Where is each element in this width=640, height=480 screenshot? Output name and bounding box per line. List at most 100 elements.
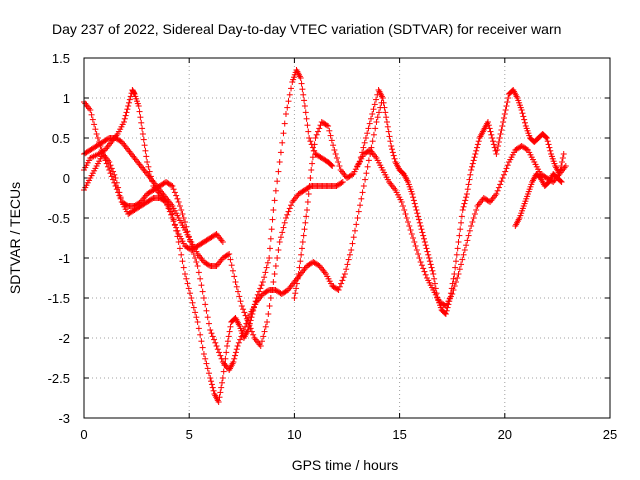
data-point bbox=[285, 208, 292, 215]
data-point bbox=[473, 207, 480, 213]
data-point bbox=[365, 157, 372, 164]
data-point bbox=[464, 186, 471, 193]
data-point bbox=[498, 127, 505, 133]
data-point bbox=[200, 295, 207, 301]
data-point bbox=[415, 213, 422, 220]
data-point bbox=[301, 103, 308, 109]
data-point bbox=[418, 226, 425, 233]
data-point bbox=[189, 299, 196, 306]
data-point bbox=[224, 343, 231, 349]
data-point bbox=[519, 110, 526, 117]
data-point bbox=[144, 159, 151, 165]
data-point bbox=[323, 122, 330, 129]
data-point bbox=[454, 275, 461, 281]
data-point bbox=[94, 135, 101, 141]
data-point bbox=[212, 339, 219, 346]
data-point bbox=[271, 197, 278, 204]
data-point bbox=[312, 135, 319, 141]
data-point bbox=[190, 304, 197, 311]
data-point bbox=[305, 191, 312, 197]
data-point bbox=[284, 211, 291, 218]
data-point bbox=[296, 264, 303, 271]
data-point bbox=[303, 213, 310, 220]
data-point bbox=[428, 264, 435, 271]
data-point bbox=[231, 273, 238, 280]
data-point bbox=[442, 311, 449, 317]
x-tick-label: 10 bbox=[287, 427, 301, 442]
data-point bbox=[300, 91, 307, 98]
data-point bbox=[210, 387, 217, 394]
data-point bbox=[277, 149, 284, 156]
data-point bbox=[205, 262, 212, 269]
data-point bbox=[108, 165, 115, 172]
y-tick-label: -2 bbox=[58, 331, 70, 346]
data-point bbox=[260, 333, 267, 340]
data-point bbox=[412, 243, 419, 249]
data-point bbox=[243, 315, 250, 322]
data-point bbox=[282, 215, 289, 221]
y-tick-label: -0.5 bbox=[48, 211, 70, 226]
data-point bbox=[304, 199, 311, 205]
data-point bbox=[240, 327, 247, 333]
data-point bbox=[271, 271, 278, 277]
data-point bbox=[225, 333, 232, 340]
data-point bbox=[493, 151, 500, 157]
data-point bbox=[362, 135, 369, 141]
data-point bbox=[336, 283, 343, 290]
data-point bbox=[371, 101, 378, 108]
data-point bbox=[386, 133, 393, 140]
data-point bbox=[453, 251, 460, 258]
data-point bbox=[381, 104, 388, 111]
data-point bbox=[175, 239, 182, 245]
data-point bbox=[503, 165, 510, 172]
data-point bbox=[313, 131, 320, 138]
data-point bbox=[475, 138, 482, 145]
data-point bbox=[372, 125, 379, 132]
data-point bbox=[502, 107, 509, 113]
data-point bbox=[107, 162, 114, 169]
data-point bbox=[111, 171, 118, 178]
data-point bbox=[429, 267, 436, 274]
data-point bbox=[331, 147, 338, 153]
data-point bbox=[291, 295, 298, 301]
data-point bbox=[341, 271, 348, 277]
data-point bbox=[503, 103, 510, 109]
data-point bbox=[458, 213, 465, 220]
data-point bbox=[237, 336, 244, 343]
data-point bbox=[274, 255, 281, 261]
data-point bbox=[471, 211, 478, 217]
data-point bbox=[327, 132, 334, 139]
data-point bbox=[420, 265, 427, 272]
data-point bbox=[214, 346, 221, 353]
data-point bbox=[365, 125, 372, 132]
data-point bbox=[460, 251, 467, 258]
data-point bbox=[384, 123, 391, 130]
data-point bbox=[122, 112, 129, 119]
data-point bbox=[241, 309, 248, 316]
data-point bbox=[194, 263, 201, 269]
data-point bbox=[431, 275, 438, 282]
data-point bbox=[456, 232, 463, 239]
data-point bbox=[421, 235, 428, 242]
data-point bbox=[224, 338, 231, 345]
data-point bbox=[183, 223, 190, 230]
data-point bbox=[169, 215, 176, 221]
data-point bbox=[488, 131, 495, 138]
x-tick-label: 0 bbox=[80, 427, 87, 442]
data-point bbox=[258, 282, 265, 289]
data-point bbox=[452, 279, 459, 285]
data-point bbox=[143, 153, 150, 160]
data-point bbox=[505, 95, 512, 101]
data-point bbox=[261, 328, 268, 335]
data-point bbox=[92, 126, 99, 133]
data-point bbox=[267, 235, 274, 242]
data-point bbox=[298, 80, 305, 87]
data-point bbox=[409, 191, 416, 197]
data-point bbox=[231, 355, 238, 362]
data-point bbox=[135, 103, 142, 109]
data-point bbox=[326, 127, 333, 134]
data-point bbox=[471, 154, 478, 161]
x-tick-label: 15 bbox=[392, 427, 406, 442]
data-point bbox=[306, 135, 313, 141]
data-point bbox=[367, 115, 374, 122]
